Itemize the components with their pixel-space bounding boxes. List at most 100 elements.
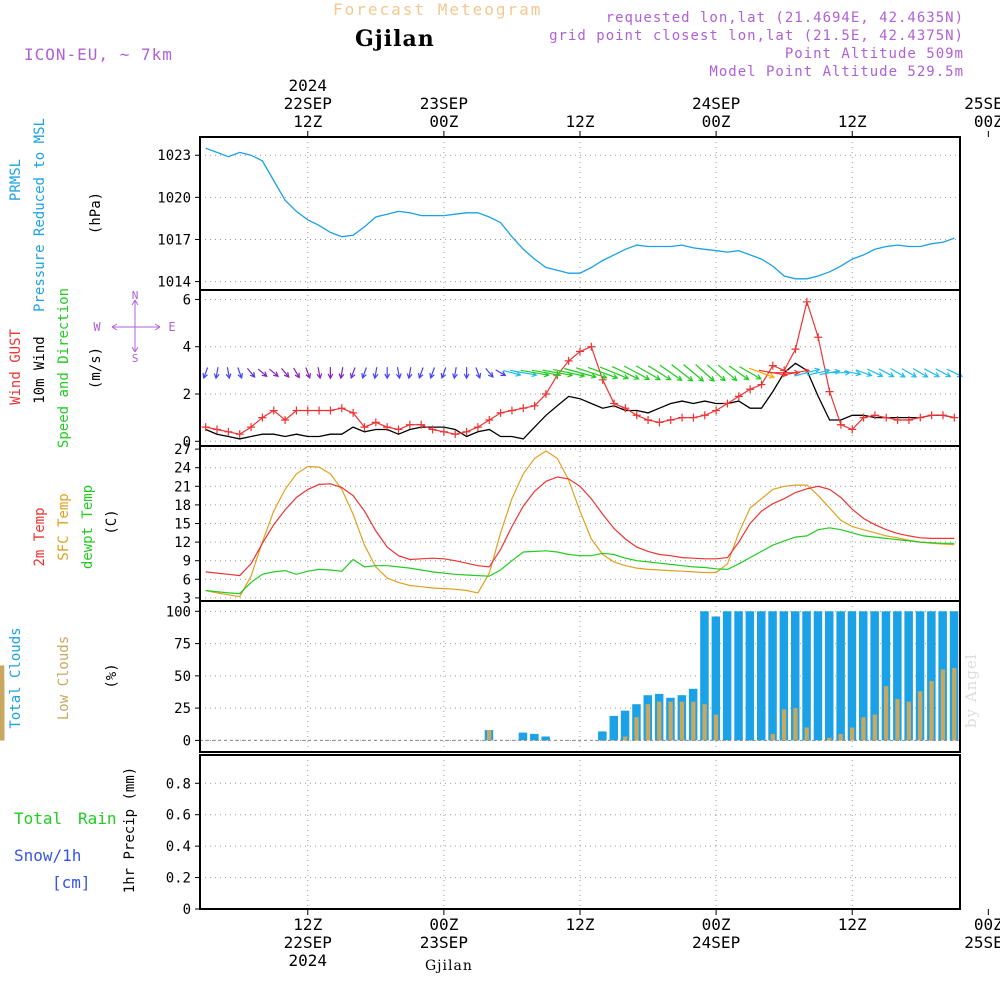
time-label-top: 00Z (429, 112, 458, 131)
wind-arrow (587, 366, 619, 380)
wind-arrow (269, 368, 279, 378)
gust-marker (201, 423, 210, 432)
low-cloud-bar (827, 737, 832, 741)
wind-arrow (890, 368, 906, 378)
time-label-top: 12Z (838, 112, 867, 131)
gust-marker (723, 399, 732, 408)
time-label-bottom: 00Z (974, 915, 1000, 934)
y-tick-label: 12 (174, 535, 191, 551)
gust-marker (383, 423, 392, 432)
low-cloud-bar (929, 681, 934, 741)
time-label-bottom: 2024 (288, 951, 327, 970)
panel-frame (199, 289, 961, 447)
compass-west: W (93, 320, 101, 334)
wind-arrow (599, 366, 630, 380)
chart-title: Forecast Meteogram (333, 0, 543, 19)
time-label-bottom: 00Z (429, 915, 458, 934)
gust-marker (303, 406, 312, 415)
compass-south: S (132, 352, 139, 365)
sfc-temp-label: SFC Temp (56, 493, 72, 560)
gust-marker (462, 427, 471, 436)
low-cloud-bar (668, 701, 673, 741)
point-altitude: Point Altitude 509m (784, 46, 964, 62)
low-cloud-bar (679, 701, 685, 741)
gust-marker (938, 411, 947, 420)
wind-arrow (503, 369, 522, 377)
wind-arrow (794, 367, 821, 377)
time-label-bottom: 12Z (566, 915, 595, 934)
total-cloud-bar (609, 715, 618, 741)
wind-arrow (635, 365, 661, 381)
model-label: ICON-EU, ~ 7km (24, 45, 173, 64)
gust-marker (258, 413, 267, 422)
pressure-line (205, 147, 955, 280)
wind-arrow (384, 367, 391, 380)
total-cloud-bar (541, 736, 550, 741)
wind-arrow (683, 364, 705, 382)
gust-marker (814, 333, 823, 342)
gust-marker (598, 375, 607, 384)
total-cloud-bar (711, 616, 721, 741)
low-cloud-bar (861, 717, 866, 741)
wind-arrow (576, 367, 608, 380)
y-tick-label: 25 (174, 701, 191, 717)
total-cloud-bar (530, 733, 539, 741)
y-tick-label: 1023 (157, 148, 191, 164)
pressure-label-long: Pressure Reduced to MSL (32, 118, 48, 312)
wind-arrow (406, 367, 413, 380)
total-cloud-bar (893, 611, 902, 741)
y-tick-label: 15 (174, 517, 191, 533)
gust-marker (610, 399, 619, 408)
gust-marker (700, 411, 709, 420)
gust-marker (371, 418, 380, 427)
total-cloud-bar (700, 611, 709, 741)
gust-marker (870, 411, 879, 420)
wind-arrow (349, 367, 356, 380)
time-label-top: 23SEP (420, 94, 468, 113)
wind-arrow (202, 367, 209, 380)
y-tick-label: 1017 (157, 232, 191, 248)
wind-arrow (671, 364, 694, 382)
gust-marker (485, 416, 494, 424)
gust-marker (666, 416, 675, 424)
wind-arrow (338, 367, 345, 380)
wind-speed-direction-label: Speed and Direction (56, 288, 72, 448)
gust-marker (541, 390, 550, 398)
wind-arrow (552, 368, 586, 379)
snow-label: Snow/1h (14, 846, 81, 865)
wind-arrow (463, 367, 470, 380)
wind-arrow (647, 365, 672, 381)
time-label-top: 00Z (974, 112, 1000, 131)
time-label-top: 22SEP (284, 94, 332, 113)
wind-arrow (659, 364, 683, 382)
total-cloud-bar (825, 611, 834, 741)
snow-unit-label: [cm] (52, 873, 91, 892)
y-tick-label: 2 (183, 387, 191, 403)
gust-marker (281, 416, 290, 424)
wind-arrow (417, 367, 424, 380)
wind-arrow (495, 369, 507, 377)
credit-watermark: by Angel (962, 653, 980, 728)
temp-2m-line (205, 476, 955, 577)
gust-marker (292, 406, 301, 415)
gust-marker (507, 406, 516, 415)
total-cloud-bar (802, 611, 811, 741)
time-label-top: 24SEP (692, 94, 740, 113)
time-label-top: 00Z (702, 112, 731, 131)
time-label-top: 12Z (293, 112, 322, 131)
y-tick-label: 1014 (157, 275, 191, 291)
time-label-top: 2024 (288, 76, 327, 95)
gust-marker (893, 416, 902, 424)
y-tick-label: 27 (174, 442, 191, 458)
panel-frame (199, 600, 961, 753)
low-cloud-bar (884, 686, 889, 741)
gust-marker (417, 420, 426, 429)
wind-arrow (912, 368, 929, 378)
low-cloud-bar (487, 730, 492, 741)
y-tick-label: 1020 (157, 190, 191, 206)
total-cloud-bar (881, 611, 891, 741)
gust-marker (632, 411, 641, 420)
wind-arrow (695, 364, 715, 382)
total-cloud-bar (745, 611, 755, 741)
low-clouds-label: Low Clouds (56, 636, 72, 720)
